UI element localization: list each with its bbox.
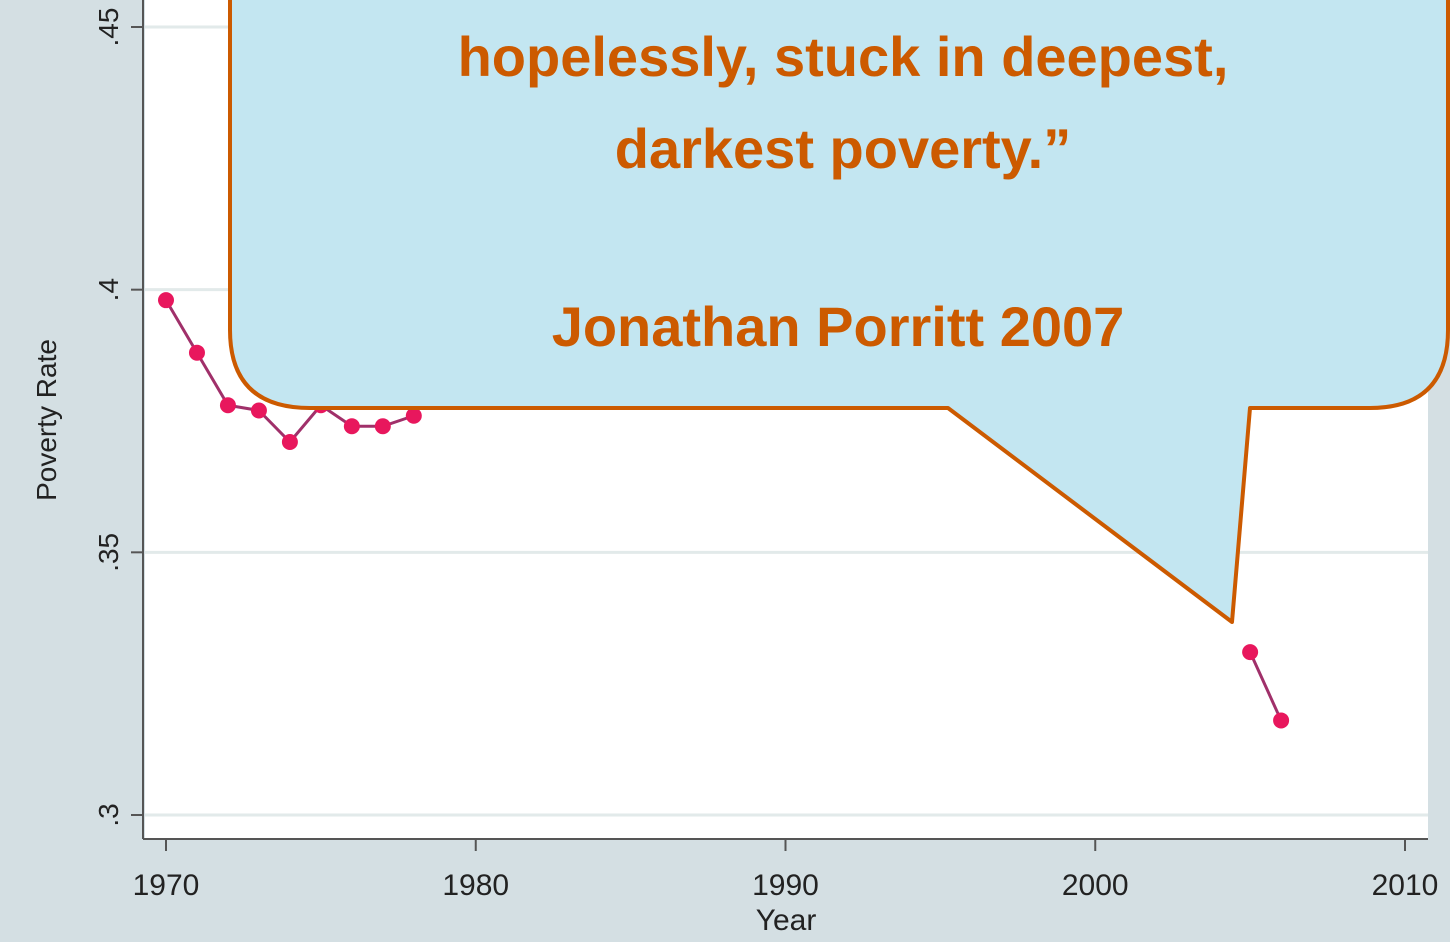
callout-quote-line-1: hopelessly, stuck in deepest, <box>458 25 1229 88</box>
x-axis-label: Year <box>756 904 817 937</box>
data-point <box>374 418 391 435</box>
x-tick-label: 2000 <box>1062 869 1129 902</box>
data-point <box>250 402 267 419</box>
y-tick-label: .35 <box>93 533 124 572</box>
x-tick-label: 2010 <box>1372 869 1439 902</box>
y-tick-label: .3 <box>93 803 124 826</box>
x-axis-ticks: 1970 1980 1990 2000 2010 <box>133 839 1439 902</box>
data-point <box>188 344 205 361</box>
callout-quote-line-2: darkest poverty.” <box>615 117 1071 180</box>
speech-callout: hopelessly, stuck in deepest, darkest po… <box>228 0 1450 624</box>
data-point <box>343 418 360 435</box>
data-point <box>1273 712 1290 729</box>
x-tick-label: 1990 <box>752 869 819 902</box>
data-point <box>405 407 422 424</box>
callout-attribution: Jonathan Porritt 2007 <box>552 295 1125 358</box>
data-point <box>158 292 174 309</box>
x-tick-label: 1970 <box>133 869 200 902</box>
callout-bubble <box>228 0 1450 624</box>
x-tick-label: 1980 <box>442 869 509 902</box>
data-point <box>281 434 298 451</box>
data-point <box>219 397 236 414</box>
y-tick-label: .45 <box>93 8 124 47</box>
y-axis-ticks: .3 .35 .4 .45 <box>93 8 143 827</box>
y-tick-label: .4 <box>93 278 124 301</box>
y-axis-label: Poverty Rate <box>31 339 62 501</box>
series-line <box>1248 651 1283 722</box>
data-point <box>1242 644 1259 661</box>
